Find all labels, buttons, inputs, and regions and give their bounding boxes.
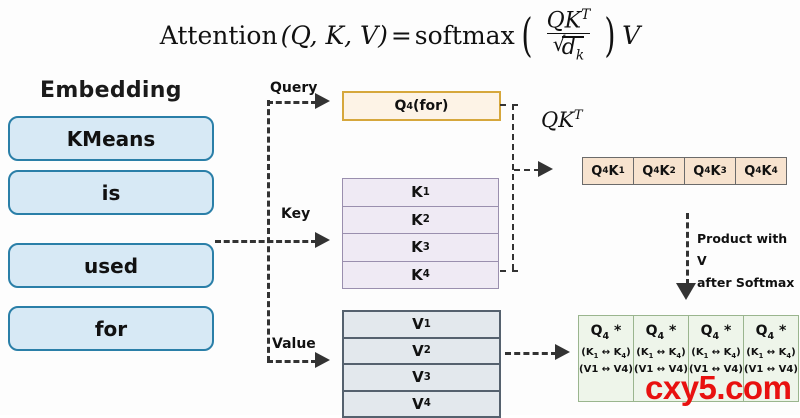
attention-formula: Attention(Q, K, V) = softmax ( QKT dk ) …	[0, 8, 800, 63]
embedding-label: Embedding	[40, 78, 182, 103]
output-cell[interactable]: Q4 * (K1 ↔ K4) (V1 ↔ V4)	[689, 316, 744, 401]
query-arrow-icon	[315, 93, 330, 109]
softmax-arrow-line	[686, 213, 689, 285]
open-paren: (	[521, 7, 533, 62]
embedding-token-used[interactable]: used	[8, 243, 214, 288]
embedding-token-kmeans[interactable]: KMeans	[8, 116, 214, 161]
fanout-trunk-line	[267, 100, 270, 362]
softmax-note-line1: Product with V	[697, 231, 788, 268]
qk-bracket-top	[500, 104, 518, 106]
fraction-numerator: QKT	[546, 7, 591, 34]
query-label: Query	[270, 80, 318, 96]
query-vector-box[interactable]: Q 4 (for)	[342, 91, 501, 121]
sqrt-group: dk	[553, 35, 585, 63]
output-cell[interactable]: Q4 * (K1 ↔ K4) (V1 ↔ V4)	[634, 316, 689, 401]
formula-args: (Q, K, V)	[280, 21, 388, 51]
site-watermark: cxy5.com	[645, 369, 792, 406]
qk-arrow-icon	[538, 161, 553, 177]
qk-bracket-spine	[512, 104, 514, 270]
attention-output-row: Q4 * (K1 ↔ K4) (V1 ↔ V4) Q4 * (K1 ↔ K4) …	[578, 315, 799, 402]
value-arrow-icon	[315, 352, 330, 368]
fraction-denominator: dk	[546, 33, 591, 63]
key-label: Key	[281, 206, 311, 222]
close-paren: )	[604, 7, 616, 62]
value-to-output-line	[505, 352, 557, 355]
qk-transpose-superscript: T	[573, 108, 583, 123]
qk-transpose-label: QKT	[541, 108, 583, 132]
query-branch-line	[267, 101, 317, 104]
sqrt-bar	[561, 36, 585, 38]
formula-fn: Attention	[159, 21, 278, 51]
formula-equals: =	[390, 21, 412, 51]
qk-bracket-bottom	[500, 270, 518, 272]
softmax-note: Product with V after Softmax	[697, 228, 800, 294]
embedding-token-is[interactable]: is	[8, 170, 214, 215]
formula-tail: V	[622, 21, 641, 51]
softmax-note-line2: after Softmax	[697, 275, 795, 290]
embedding-token-for[interactable]: for	[8, 306, 214, 351]
numerator-transpose: T	[581, 7, 591, 23]
key-branch-line	[215, 240, 317, 243]
output-cell[interactable]: Q4 * (K1 ↔ K4) (V1 ↔ V4)	[579, 316, 634, 401]
softmax-arrowhead-icon	[676, 283, 696, 300]
value-label: Value	[272, 336, 316, 352]
output-cell[interactable]: Q4 * (K1 ↔ K4) (V1 ↔ V4)	[744, 323, 798, 375]
value-to-output-arrow-icon	[555, 344, 570, 360]
formula-softmax: softmax	[414, 21, 515, 51]
value-branch-line	[267, 360, 317, 363]
qk-connector-line	[514, 169, 540, 171]
formula-fraction: QKT dk	[541, 8, 597, 63]
key-arrow-icon	[315, 232, 330, 248]
